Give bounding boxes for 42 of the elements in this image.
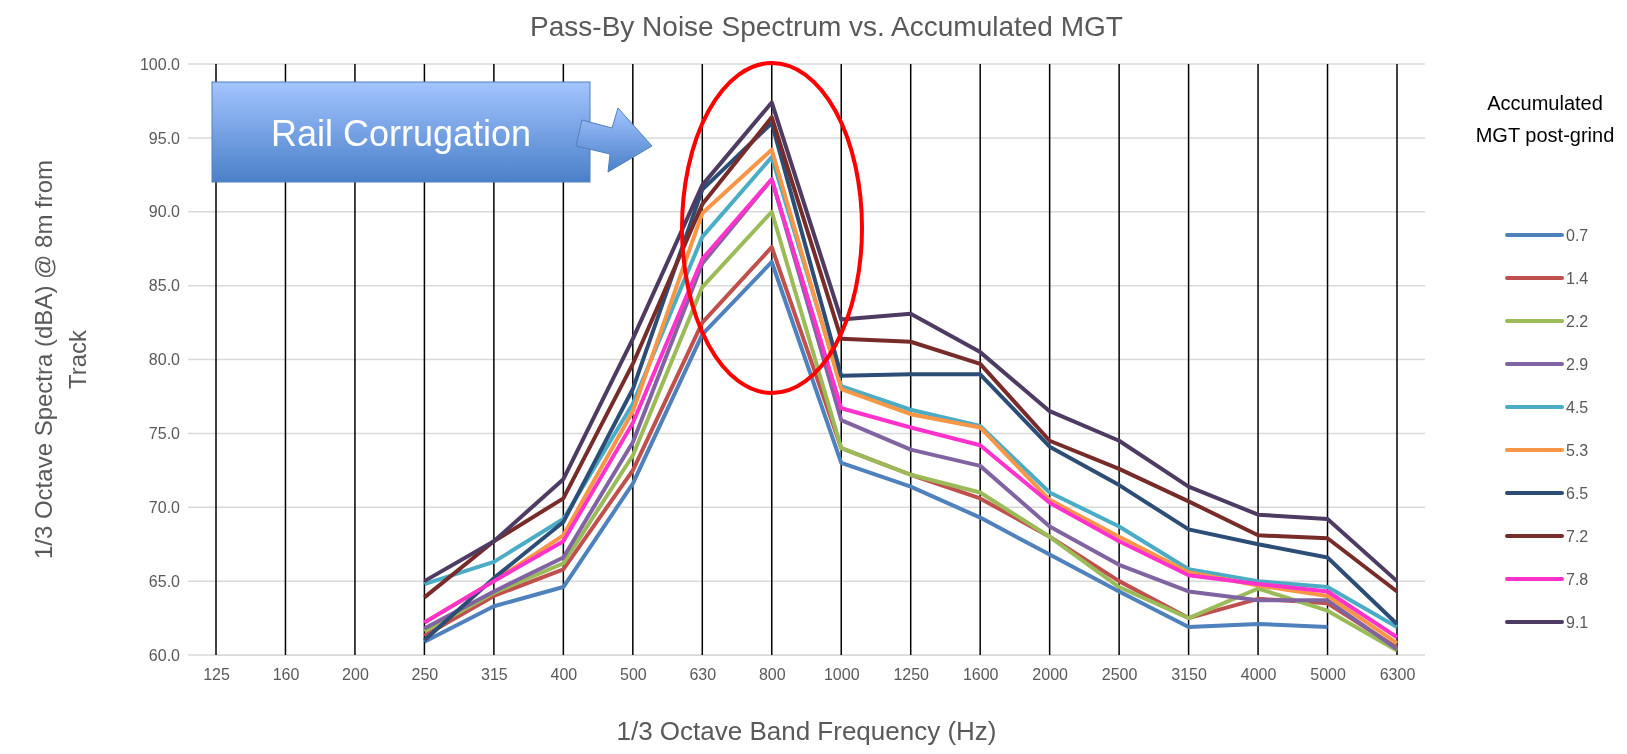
- x-tick-label: 1250: [893, 666, 930, 684]
- legend-label: 2.9: [1566, 356, 1589, 373]
- x-tick-label: 1000: [823, 666, 860, 684]
- x-tick-label: 3150: [1171, 666, 1207, 684]
- y-axis-title: 1/3 Octave Spectra (dBA) @ 8m from Track: [30, 159, 91, 560]
- y-tick-label: 75.0: [148, 424, 181, 442]
- x-tick-label: 800: [758, 666, 786, 684]
- annotation: Rail Corrugation: [270, 113, 532, 154]
- x-tick-label: 2500: [1101, 666, 1138, 684]
- x-tick-label: 160: [272, 666, 300, 684]
- x-tick-label: 200: [342, 666, 369, 684]
- y-tick-label: 95.0: [148, 129, 181, 147]
- legend-label: 7.8: [1566, 571, 1589, 588]
- x-tick-label: 5000: [1310, 666, 1346, 684]
- chart-title: Pass-By Noise Spectrum vs. Accumulated MGT: [530, 11, 1123, 42]
- x-tick-label: 630: [689, 666, 717, 684]
- legend-label: 9.1: [1566, 614, 1589, 631]
- y-tick-label: 80.0: [148, 351, 181, 369]
- x-tick-label: 4000: [1240, 666, 1277, 684]
- legend-label: 6.5: [1566, 485, 1589, 502]
- legend-label: 0.7: [1566, 227, 1589, 244]
- legend-label: 5.3: [1566, 442, 1589, 459]
- y-tick-label: 90.0: [148, 203, 181, 221]
- x-axis-title: 1/3 Octave Band Frequency (Hz): [616, 716, 997, 746]
- x-tick-label: 315: [481, 666, 508, 684]
- x-tick-label: 400: [550, 666, 578, 684]
- legend-label: 7.2: [1566, 528, 1589, 545]
- legend-label: 4.5: [1566, 399, 1589, 416]
- y-tick-label: 65.0: [148, 572, 181, 590]
- x-tick-label: 250: [411, 666, 439, 684]
- x-tick-label: 125: [203, 666, 230, 684]
- y-tick-label: 70.0: [148, 498, 181, 516]
- y-tick-label: 100.0: [139, 55, 181, 73]
- legend-label: 1.4: [1566, 270, 1589, 287]
- y-tick-label: 85.0: [148, 277, 181, 295]
- x-tick-label: 6300: [1379, 666, 1416, 684]
- x-tick-label: 500: [619, 666, 647, 684]
- x-tick-label: 2000: [1032, 666, 1069, 684]
- legend-title: Accumulated MGT post-grind: [1475, 92, 1615, 146]
- legend-label: 2.2: [1566, 313, 1589, 330]
- y-tick-label: 60.0: [148, 646, 181, 664]
- x-tick-label: 1600: [962, 666, 999, 684]
